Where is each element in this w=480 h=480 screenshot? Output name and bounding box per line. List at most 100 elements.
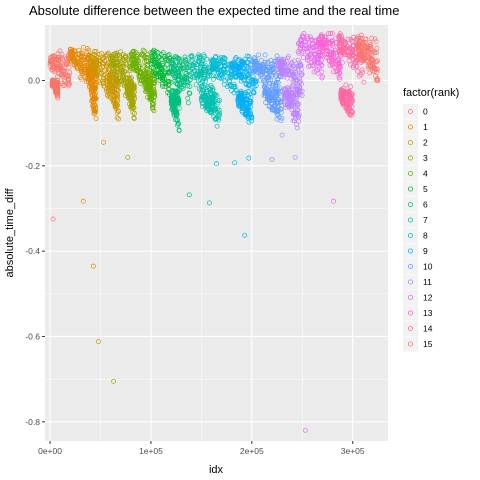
data-point [343,46,349,52]
data-point [346,88,352,94]
data-point [204,56,210,62]
data-point [279,71,285,77]
data-point [327,39,332,45]
data-point [144,81,150,87]
legend-label-2: 2 [423,138,428,148]
data-point [372,36,378,42]
axis-ticks: 0e+00 1e+05 2e+05 3e+05 0.0 -0.2 -0.4 -0.6 -0.8 [25,75,365,456]
data-point [301,49,306,54]
data-point [137,73,143,79]
data-point [273,83,279,89]
data-point [299,71,305,77]
data-point [157,55,163,61]
data-point [175,68,181,74]
data-point [173,88,179,94]
data-point [342,99,348,105]
data-point [253,83,259,89]
data-point [92,57,98,63]
data-point [283,105,289,111]
data-point [343,82,349,88]
data-point [366,62,372,67]
data-point [56,71,62,77]
data-point [213,54,219,59]
data-point [271,88,277,94]
data-point [349,97,355,103]
data-point [84,46,90,52]
data-point [270,87,276,93]
data-point [277,106,283,112]
data-point [56,64,62,70]
data-point [140,53,146,59]
data-point [319,57,324,63]
data-point [295,102,300,108]
data-point [288,76,294,82]
data-point [193,62,199,68]
data-point [169,57,175,63]
data-point [94,73,100,79]
data-points [47,30,381,433]
data-point [266,94,272,100]
data-point [51,55,56,61]
data-point [131,48,137,54]
data-point [93,81,99,86]
data-point [137,68,143,74]
data-point [336,57,342,63]
x-tick-label: 1e+05 [139,446,163,456]
data-point [55,51,61,56]
data-point [350,39,356,45]
data-point [104,51,110,57]
data-point [142,76,148,81]
data-point [51,53,57,59]
data-point [262,59,268,65]
data-point [316,64,322,70]
data-point [197,54,203,59]
data-point [364,45,370,51]
data-point [101,69,106,75]
data-point [279,115,285,121]
data-point [355,53,361,59]
data-point [92,72,98,78]
data-point [69,50,75,55]
data-point [112,69,118,75]
data-point [302,39,308,45]
data-point [142,54,148,60]
legend-key-bg [403,321,418,336]
legend-label-8: 8 [423,231,428,241]
data-point [270,95,276,101]
legend-key-3 [407,155,413,161]
data-point [323,52,329,58]
data-point [88,74,94,80]
data-point [175,96,181,102]
data-point [216,107,222,113]
data-point [251,90,257,96]
data-point [166,79,172,84]
data-point [144,55,150,60]
data-point [269,100,275,106]
data-point [138,80,144,86]
data-point [70,55,75,61]
data-point [107,76,113,82]
data-point [203,102,209,108]
data-point [203,63,209,69]
data-point [220,56,226,62]
data-point [259,69,265,75]
legend-key-12 [407,294,413,300]
data-point [338,94,344,100]
data-point [278,106,284,112]
data-point [253,59,259,65]
data-point [294,77,300,83]
data-point [290,71,296,77]
data-point [152,94,158,99]
data-point [162,69,168,75]
data-point [301,46,307,52]
legend-label-4: 4 [423,169,428,179]
data-point [159,66,164,72]
data-point [174,66,180,72]
data-point [188,58,194,64]
legend-label-12: 12 [423,293,433,303]
data-point [319,75,325,81]
data-point [206,97,212,103]
legend-key-bg [403,197,418,212]
data-point [308,36,314,42]
data-point [131,105,137,111]
